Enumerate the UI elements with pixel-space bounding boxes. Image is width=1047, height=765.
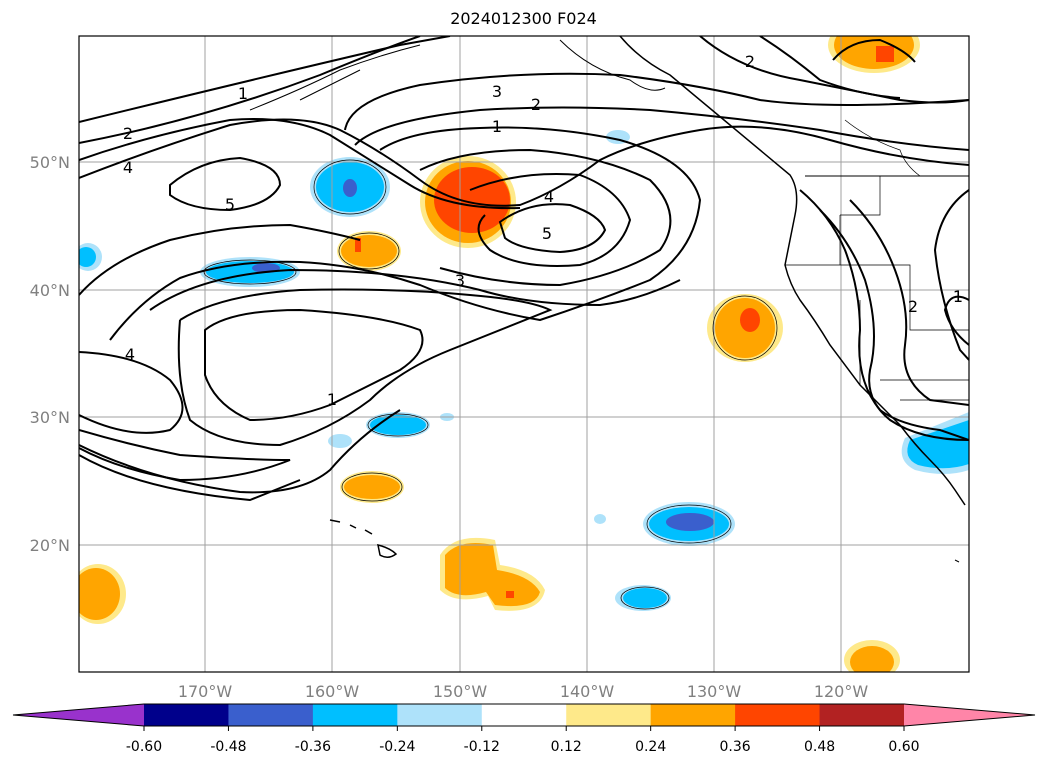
negative-anomaly-patches	[79, 130, 969, 611]
lat-label: 20°N	[30, 536, 70, 555]
colorbar-tick-label: -0.60	[126, 739, 162, 755]
colorbar-bin	[397, 704, 483, 726]
contour-label: 3	[455, 271, 465, 290]
colorbar-tick-label: 0.60	[888, 739, 919, 755]
colorbar-bin	[566, 704, 652, 726]
lat-label: 50°N	[30, 153, 70, 172]
colorbar: -0.60 -0.48 -0.36 -0.24 -0.12 0.12 0.24 0.36 0.4…	[12, 703, 1036, 755]
contour-label: 4	[125, 345, 135, 364]
contour-label: 2	[123, 124, 133, 143]
contour-label: 4	[544, 187, 554, 206]
lon-label: 130°W	[687, 682, 742, 701]
lon-label: 150°W	[433, 682, 488, 701]
latitude-labels: 50°N 40°N 30°N 20°N	[30, 153, 70, 555]
colorbar-tick-label: 0.12	[551, 739, 582, 755]
colorbar-bins	[144, 704, 905, 726]
colorbar-ticks: -0.60 -0.48 -0.36 -0.24 -0.12 0.12 0.24 0.36 0.4…	[126, 726, 920, 755]
colorbar-tick-label: -0.24	[379, 739, 415, 755]
colorbar-bin	[819, 704, 905, 726]
contour-label: 5	[225, 195, 235, 214]
lat-label: 30°N	[30, 408, 70, 427]
contour-label: 2	[531, 95, 541, 114]
contour-label: 2	[745, 52, 755, 71]
colorbar-over-arrow	[904, 704, 1035, 726]
colorbar-bin	[144, 704, 229, 726]
colorbar-under-arrow	[13, 704, 144, 726]
colorbar-tick-label: 0.24	[635, 739, 666, 755]
lon-label: 120°W	[814, 682, 869, 701]
contour-lines	[79, 36, 969, 502]
coastlines	[249, 36, 969, 563]
contour-label: 1	[492, 117, 502, 136]
contour-label: 1	[953, 287, 963, 306]
contour-label: 2	[908, 297, 918, 316]
lat-label: 40°N	[30, 281, 70, 300]
contour-label: 5	[542, 224, 552, 243]
contour-label: 1	[238, 84, 248, 103]
colorbar-bin	[735, 704, 821, 726]
colorbar-tick-label: -0.48	[210, 739, 246, 755]
lon-label: 160°W	[305, 682, 360, 701]
lon-label: 170°W	[178, 682, 233, 701]
shading-outlines	[203, 159, 778, 610]
contour-labels: 1 2 3 2 1 4 5 4 5 3 4 1 2 2 1	[123, 52, 963, 409]
contour-label: 4	[123, 158, 133, 177]
map-title: 2024012300 F024	[450, 9, 597, 28]
contour-label: 1	[327, 390, 337, 409]
colorbar-bin	[481, 704, 567, 726]
colorbar-bin	[312, 704, 398, 726]
positive-anomaly-patches	[79, 36, 920, 672]
colorbar-bin	[228, 704, 314, 726]
colorbar-tick-label: -0.12	[464, 739, 500, 755]
colorbar-bin	[650, 704, 736, 726]
contour-label: 3	[492, 82, 502, 101]
colorbar-tick-label: 0.48	[804, 739, 835, 755]
colorbar-tick-label: 0.36	[720, 739, 751, 755]
map-frame	[78, 35, 970, 673]
colorbar-tick-label: -0.36	[295, 739, 331, 755]
lon-label: 140°W	[560, 682, 615, 701]
longitude-labels: 170°W 160°W 150°W 140°W 130°W 120°W	[178, 682, 869, 701]
shading-layer	[79, 36, 969, 672]
